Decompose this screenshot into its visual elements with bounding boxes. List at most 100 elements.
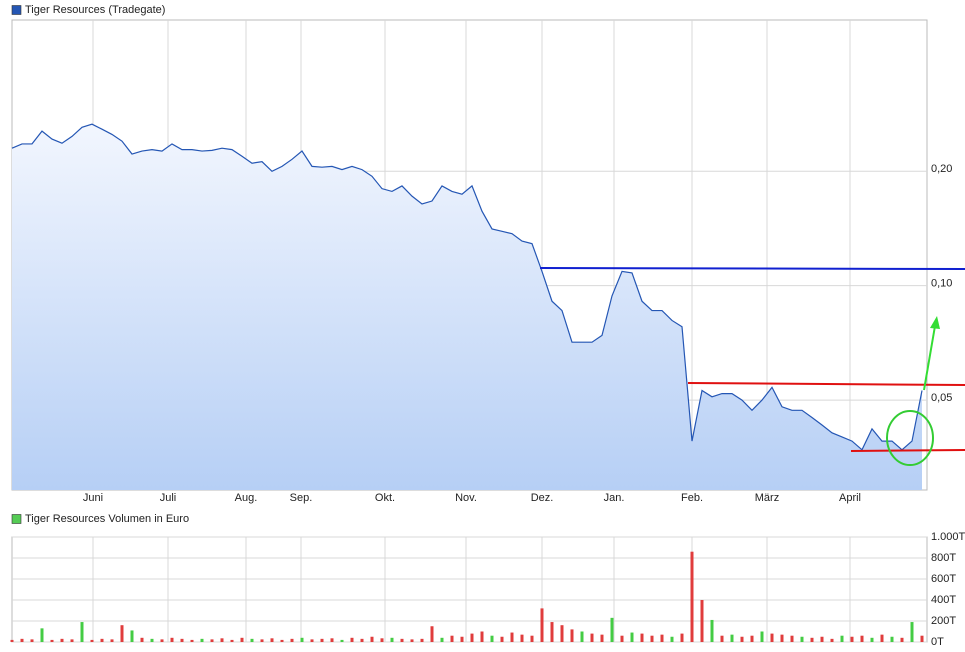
volume-bar — [200, 638, 204, 642]
volume-bar — [840, 635, 844, 642]
volume-bar — [550, 622, 554, 642]
volume-bar — [100, 638, 104, 642]
volume-bar — [30, 639, 34, 642]
volume-bar — [790, 635, 794, 642]
x-tick-label: Feb. — [681, 492, 703, 504]
volume-bar — [650, 635, 654, 642]
y-tick-label: 0,10 — [931, 278, 952, 290]
volume-bar — [600, 634, 604, 642]
volume-bar — [20, 638, 24, 642]
volume-bar — [110, 639, 114, 642]
volume-bar — [290, 638, 294, 642]
volume-bar — [310, 639, 314, 642]
x-tick-label: Okt. — [375, 492, 395, 504]
volume-bar — [610, 617, 614, 642]
y-tick-label: 200T — [931, 615, 956, 627]
volume-bar — [830, 638, 834, 642]
volume-bar — [230, 639, 234, 642]
legend-swatch — [11, 514, 22, 524]
volume-bar — [420, 638, 424, 642]
volume-bar — [220, 638, 224, 642]
volume-bar — [370, 636, 374, 642]
volume-bar — [270, 638, 274, 642]
volume-bar — [850, 636, 854, 642]
volume-bar — [340, 639, 344, 642]
volume-bar — [60, 638, 64, 642]
volume-bar — [520, 634, 524, 642]
area-fill — [12, 124, 922, 490]
volume-bar — [350, 637, 354, 642]
volume-bar — [770, 633, 774, 642]
volume-bar — [730, 634, 734, 642]
volume-bar — [280, 639, 284, 642]
volume-bar — [70, 639, 74, 642]
volume-bar — [40, 628, 44, 642]
volume-bar — [250, 638, 254, 642]
y-tick-label: 600T — [931, 573, 956, 585]
volume-bar — [10, 639, 14, 642]
volume-bar — [400, 638, 404, 642]
x-tick-label: Juni — [83, 492, 103, 504]
volume-bar — [820, 636, 824, 642]
annotation-arrow — [923, 325, 936, 391]
volume-bar — [500, 636, 504, 642]
volume-bar — [580, 631, 584, 642]
y-tick-label: 800T — [931, 552, 956, 564]
annotation-arrowhead — [930, 316, 940, 329]
volume-bar — [170, 637, 174, 642]
volume-bar — [160, 639, 164, 642]
volume-bar — [480, 631, 484, 642]
x-tick-label: Juli — [160, 492, 177, 504]
volume-bar — [660, 634, 664, 642]
volume-bar — [360, 638, 364, 642]
x-tick-label: Nov. — [455, 492, 477, 504]
volume-bar — [690, 551, 694, 642]
volume-bar — [680, 633, 684, 642]
volume-bar — [490, 635, 494, 642]
volume-bar — [570, 629, 574, 642]
volume-bar — [150, 638, 154, 642]
x-tick-label: Jan. — [604, 492, 625, 504]
legend-label: Tiger Resources Volumen in Euro — [25, 513, 189, 525]
y-tick-label: 0,20 — [931, 163, 952, 175]
volume-bar — [810, 637, 814, 642]
volume-bar — [560, 625, 564, 642]
legend-label: Tiger Resources (Tradegate) — [25, 4, 165, 16]
volume-bar — [240, 637, 244, 642]
volume-bar — [920, 635, 924, 642]
volume-bar — [870, 637, 874, 642]
x-tick-label: Sep. — [290, 492, 313, 504]
volume-bar — [880, 634, 884, 642]
volume-bar — [320, 638, 324, 642]
volume-bar — [760, 631, 764, 642]
volume-bar — [50, 639, 54, 642]
volume-bar — [530, 635, 534, 642]
y-tick-label: 0T — [931, 636, 944, 648]
volume-bar — [620, 635, 624, 642]
volume-bar — [750, 635, 754, 642]
volume-bar — [120, 625, 124, 642]
volume-bar — [900, 637, 904, 642]
volume-bar — [890, 636, 894, 642]
y-tick-label: 1.000T — [931, 531, 965, 543]
annotation-line — [539, 267, 965, 270]
x-tick-label: April — [839, 492, 861, 504]
volume-bar — [630, 632, 634, 642]
volume-bar — [590, 633, 594, 642]
y-tick-label: 0,05 — [931, 392, 952, 404]
volume-bar — [80, 622, 84, 642]
volume-bar — [710, 619, 714, 642]
annotation-circle — [886, 410, 934, 466]
annotation-line — [687, 382, 965, 386]
x-tick-label: Aug. — [235, 492, 258, 504]
volume-bar — [190, 639, 194, 642]
volume-bar — [460, 636, 464, 642]
volume-bar — [720, 635, 724, 642]
volume-bar — [540, 608, 544, 642]
volume-bar — [330, 638, 334, 642]
volume-bar — [260, 639, 264, 642]
volume-bar — [180, 638, 184, 642]
volume-bar — [130, 630, 134, 642]
annotation-line — [850, 449, 965, 452]
